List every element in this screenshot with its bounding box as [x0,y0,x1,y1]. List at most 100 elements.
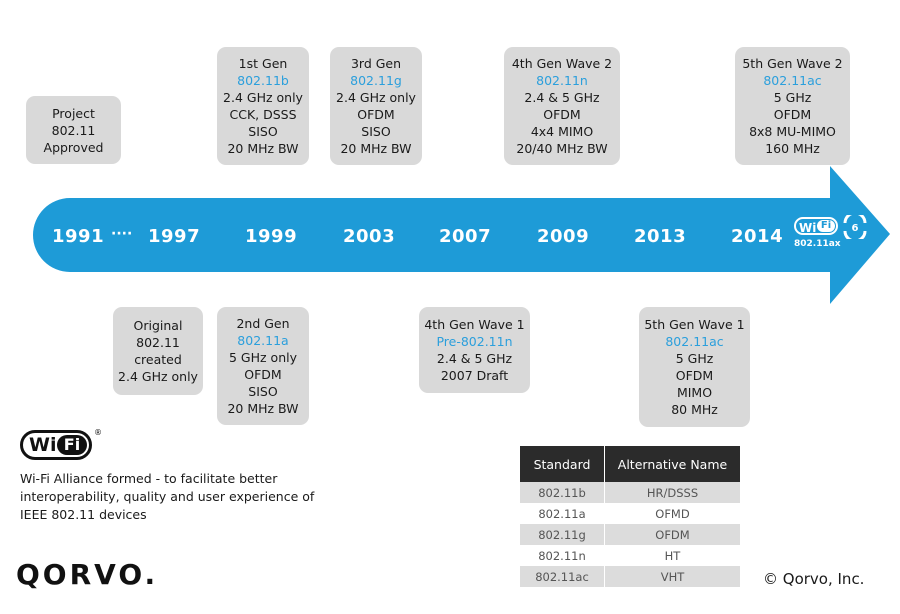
table-cell-alternative: OFDM [604,524,740,545]
box-line: Original [133,318,183,333]
box-1st-gen: 1st Gen 802.11b 2.4 GHz only CCK, DSSS S… [217,47,309,165]
box-line: Approved [43,139,104,155]
box-line: 2.4 GHz only [336,90,416,105]
wifi6-fi: Fi [817,220,835,232]
box-line: 20/40 MHz BW [516,141,608,156]
table-cell-standard: 802.11a [520,503,605,524]
wifi-alliance-logo: Wi Fi ® [20,428,102,464]
table-cell-alternative: HR/DSSS [604,482,740,503]
year-label: 1999 [245,226,298,247]
table-header-standard: Standard [520,446,605,482]
box-line: 2.4 GHz only [118,369,198,384]
table-header-alternative-name: Alternative Name [604,446,740,482]
box-line: MIMO [676,385,713,400]
table-cell-standard: 802.11ac [520,566,605,587]
table-cell-standard: 802.11b [520,482,605,503]
year-label: 2003 [343,226,396,247]
box-3rd-gen: 3rd Gen 802.11g 2.4 GHz only OFDM SISO 2… [330,47,422,165]
box-standard: 802.11b [237,73,289,88]
year-label: 2009 [537,226,590,247]
box-generation: 5th Gen Wave 2 [742,56,843,71]
box-line: 160 MHz [765,141,820,156]
box-generation: 4th Gen Wave 2 [511,56,613,71]
box-project-approved: Project 802.11 Approved [26,96,121,164]
table-cell-alternative: HT [604,545,740,566]
table-row: 802.11b HR/DSSS [520,482,740,503]
wifi6-logo: Wi Fi 6 802.11ax [792,215,872,255]
box-line: 20 MHz BW [227,141,299,156]
wifi-alliance-word: Wi [29,434,57,456]
table-cell-alternative: VHT [604,566,740,587]
box-standard: 802.11ac [665,334,724,349]
year-label: 1991 [52,226,105,247]
box-line: 2007 Draft [440,368,509,383]
box-5th-gen-wave-1: 5th Gen Wave 1 802.11ac 5 GHz OFDM MIMO … [639,307,750,427]
box-standard: 802.11g [350,73,402,88]
alternative-name-table: Standard Alternative Name 802.11b HR/DSS… [520,446,740,587]
box-line: 5 GHz [675,351,714,366]
wifi-alliance-fi: Fi [57,435,87,455]
box-line: OFDM [357,107,395,122]
box-line: CCK, DSSS [229,107,297,122]
year-label: 2013 [634,226,687,247]
box-generation: 1st Gen [238,56,288,71]
box-line: 5 GHz [773,90,812,105]
box-line: 20 MHz BW [340,141,412,156]
box-line: SISO [248,124,278,139]
box-line: OFDM [543,107,581,122]
box-line: 8x8 MU-MIMO [749,124,836,139]
box-standard: Pre-802.11n [436,334,513,349]
box-line: 802.11 [136,335,180,350]
year-label: 1997 [148,226,201,247]
table-row: 802.11g OFDM [520,524,740,545]
wifi6-signal-icon: 6 [843,215,867,239]
year-label: 2014 [731,226,784,247]
registered-mark: ® [94,428,102,437]
box-line: 80 MHz [671,402,718,417]
wifi6-label: 802.11ax [794,239,841,249]
box-generation: 3rd Gen [350,56,402,71]
table-cell-standard: 802.11n [520,545,605,566]
box-line: 20 MHz BW [227,401,299,416]
box-line: 2.4 & 5 GHz [436,351,513,366]
box-generation: 4th Gen Wave 1 [424,317,525,332]
box-line: SISO [361,124,391,139]
wifi6-word: Wi [799,221,817,235]
wifi6-six: 6 [852,223,859,234]
wifi-alliance-text: Wi-Fi Alliance formed - to facilitate be… [20,471,315,522]
wifi-alliance-badge: Wi Fi [20,430,92,460]
box-generation: 2nd Gen [236,316,290,331]
table-row: 802.11n HT [520,545,740,566]
table-cell-standard: 802.11g [520,524,605,545]
box-generation: 5th Gen Wave 1 [644,317,745,332]
table-cell-alternative: OFMD [604,503,740,524]
box-5th-gen-wave-2: 5th Gen Wave 2 802.11ac 5 GHz OFDM 8x8 M… [735,47,850,165]
box-line: 2.4 GHz only [223,90,303,105]
box-original-created: Original 802.11 created 2.4 GHz only [113,307,203,395]
box-2nd-gen: 2nd Gen 802.11a 5 GHz only OFDM SISO 20 … [217,307,309,425]
table-row: 802.11a OFMD [520,503,740,524]
wifi6-badge: Wi Fi [794,217,838,235]
box-line: OFDM [244,367,282,382]
box-line: created [134,352,182,367]
box-4th-gen-wave-1: 4th Gen Wave 1 Pre-802.11n 2.4 & 5 GHz 2… [419,307,530,393]
qorvo-logo: QORVO. [16,558,159,591]
box-line: 4x4 MIMO [530,124,594,139]
table-header-row: Standard Alternative Name [520,446,740,482]
box-line: 5 GHz only [229,350,297,365]
box-standard: 802.11a [237,333,289,348]
box-line: OFDM [675,368,714,383]
year-label: 2007 [439,226,492,247]
box-4th-gen-wave-2: 4th Gen Wave 2 802.11n 2.4 & 5 GHz OFDM … [504,47,620,165]
table-row: 802.11ac VHT [520,566,740,587]
box-line: SISO [248,384,278,399]
box-line: Project [52,105,95,121]
box-standard: 802.11ac [763,73,822,88]
box-line: 2.4 & 5 GHz [524,90,600,105]
timeline-ellipsis: ···· [111,226,133,242]
box-line: OFDM [773,107,812,122]
box-standard: 802.11n [536,73,588,88]
box-line: 802.11 [51,122,96,138]
copyright-text: © Qorvo, Inc. [763,570,865,588]
